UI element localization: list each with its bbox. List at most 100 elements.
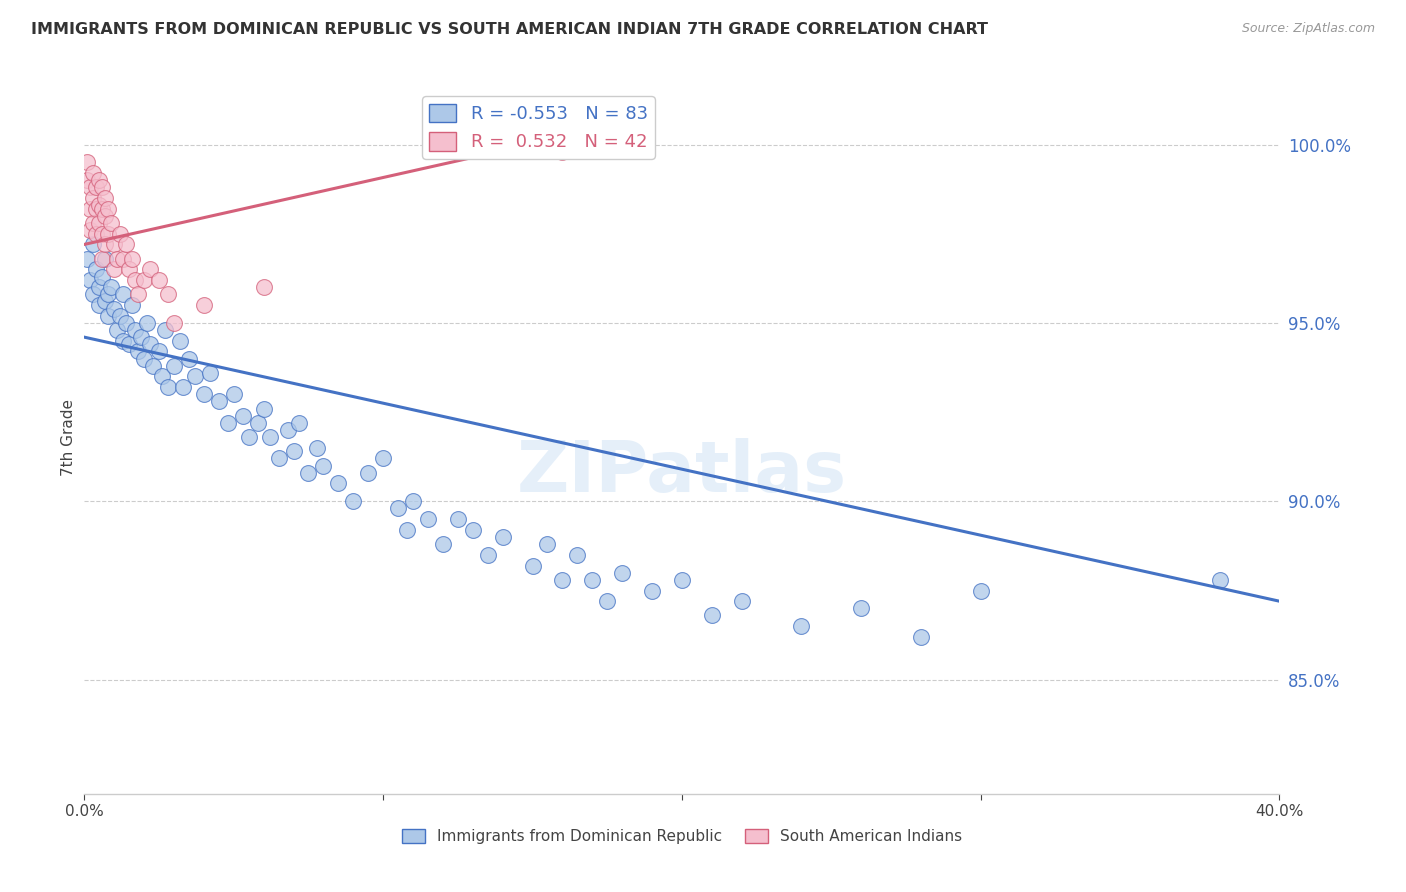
Point xyxy=(127,344,149,359)
Point xyxy=(596,594,619,608)
Point xyxy=(79,223,101,237)
Point xyxy=(129,330,152,344)
Point xyxy=(567,548,589,562)
Point xyxy=(86,202,108,216)
Text: Source: ZipAtlas.com: Source: ZipAtlas.com xyxy=(1241,22,1375,36)
Point xyxy=(700,608,723,623)
Point xyxy=(198,366,221,380)
Point xyxy=(132,273,156,287)
Point xyxy=(142,359,165,373)
Point xyxy=(312,458,335,473)
Point xyxy=(1209,573,1232,587)
Point xyxy=(112,334,135,348)
Point xyxy=(581,573,603,587)
Point xyxy=(177,351,200,366)
Point xyxy=(82,237,104,252)
Point xyxy=(105,323,128,337)
Point xyxy=(105,252,128,266)
Point xyxy=(217,416,239,430)
Point xyxy=(91,202,114,216)
Point xyxy=(172,380,194,394)
Point xyxy=(91,180,114,194)
Legend: Immigrants from Dominican Republic, South American Indians: Immigrants from Dominican Republic, Sout… xyxy=(395,823,969,850)
Point xyxy=(91,269,114,284)
Point xyxy=(193,387,215,401)
Point xyxy=(208,394,231,409)
Point xyxy=(536,537,558,551)
Point xyxy=(76,252,98,266)
Point xyxy=(76,155,98,169)
Point xyxy=(121,252,143,266)
Point xyxy=(328,476,350,491)
Point xyxy=(447,512,470,526)
Point xyxy=(612,566,634,580)
Point xyxy=(127,287,149,301)
Point xyxy=(100,216,122,230)
Point xyxy=(103,237,125,252)
Point xyxy=(115,316,138,330)
Point xyxy=(970,583,993,598)
Point xyxy=(103,262,125,277)
Point xyxy=(112,252,135,266)
Point xyxy=(232,409,254,423)
Point xyxy=(97,287,120,301)
Point xyxy=(94,191,117,205)
Point xyxy=(110,227,132,241)
Point xyxy=(259,430,281,444)
Point xyxy=(118,337,141,351)
Point xyxy=(110,309,132,323)
Point xyxy=(641,583,664,598)
Point xyxy=(124,273,146,287)
Text: IMMIGRANTS FROM DOMINICAN REPUBLIC VS SOUTH AMERICAN INDIAN 7TH GRADE CORRELATIO: IMMIGRANTS FROM DOMINICAN REPUBLIC VS SO… xyxy=(31,22,988,37)
Point xyxy=(246,416,269,430)
Point xyxy=(124,323,146,337)
Point xyxy=(118,262,141,277)
Point xyxy=(153,323,176,337)
Point xyxy=(97,227,120,241)
Point xyxy=(150,369,173,384)
Point xyxy=(103,301,125,316)
Point xyxy=(94,294,117,309)
Point xyxy=(139,262,162,277)
Point xyxy=(416,512,439,526)
Point xyxy=(136,316,159,330)
Point xyxy=(402,494,425,508)
Point xyxy=(100,280,122,294)
Point xyxy=(283,444,305,458)
Point xyxy=(94,252,117,266)
Point xyxy=(94,209,117,223)
Point xyxy=(238,430,260,444)
Point xyxy=(86,262,108,277)
Point xyxy=(76,173,98,187)
Point xyxy=(671,573,693,587)
Point xyxy=(522,558,544,573)
Point xyxy=(551,145,574,159)
Y-axis label: 7th Grade: 7th Grade xyxy=(60,399,76,475)
Point xyxy=(851,601,873,615)
Point xyxy=(86,227,108,241)
Point xyxy=(267,451,290,466)
Point xyxy=(790,619,813,633)
Point xyxy=(551,573,574,587)
Point xyxy=(387,501,409,516)
Point xyxy=(461,523,484,537)
Point xyxy=(184,369,207,384)
Point xyxy=(157,380,180,394)
Point xyxy=(163,316,186,330)
Point xyxy=(89,280,111,294)
Point xyxy=(82,166,104,180)
Point xyxy=(357,466,380,480)
Point xyxy=(910,630,932,644)
Point xyxy=(169,334,191,348)
Text: ZIPatlas: ZIPatlas xyxy=(517,438,846,508)
Point xyxy=(193,298,215,312)
Point xyxy=(731,594,754,608)
Point xyxy=(89,298,111,312)
Point xyxy=(82,287,104,301)
Point xyxy=(82,216,104,230)
Point xyxy=(148,273,170,287)
Point xyxy=(163,359,186,373)
Point xyxy=(97,202,120,216)
Point xyxy=(79,180,101,194)
Point xyxy=(79,202,101,216)
